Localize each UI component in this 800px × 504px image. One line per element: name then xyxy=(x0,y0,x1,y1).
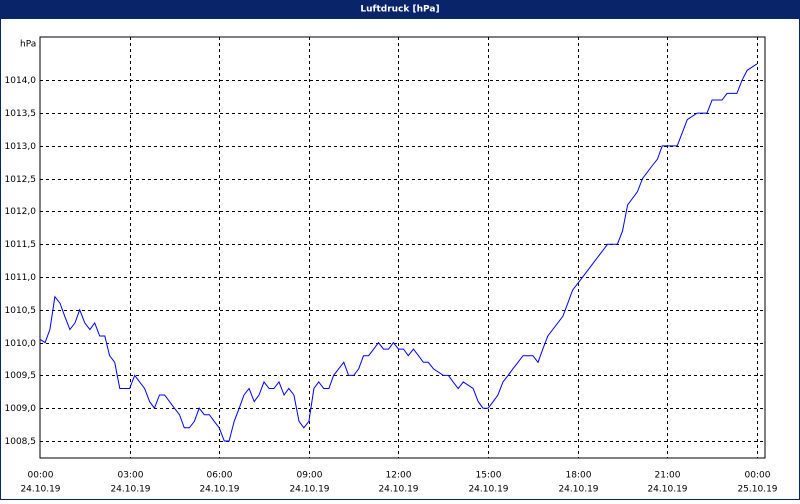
y-tick-label: 1009,5 xyxy=(5,371,37,381)
y-tick-label: 1010,0 xyxy=(5,339,37,349)
plot-area xyxy=(39,36,766,459)
x-tick-date: 24.10.19 xyxy=(199,485,239,495)
x-tick-label: 03:00 xyxy=(118,471,144,481)
x-tick-label: 09:00 xyxy=(297,471,323,481)
y-tick-label: 1008,5 xyxy=(5,437,37,447)
y-tick-label: 1011,5 xyxy=(5,240,37,250)
y-axis-label: hPa xyxy=(20,40,36,50)
x-tick-label: 06:00 xyxy=(207,471,233,481)
y-tick-label: 1014,0 xyxy=(5,76,37,86)
x-tick-date: 24.10.19 xyxy=(647,485,687,495)
y-tick-label: 1009,0 xyxy=(5,404,37,414)
y-tick-label: 1012,0 xyxy=(5,207,37,217)
x-tick-label: 12:00 xyxy=(386,471,412,481)
x-tick-date: 24.10.19 xyxy=(289,485,329,495)
x-tick-date: 24.10.19 xyxy=(378,485,418,495)
x-tick-label: 00:00 xyxy=(745,471,771,481)
y-tick-label: 1012,5 xyxy=(5,175,37,185)
x-tick-date: 24.10.19 xyxy=(468,485,508,495)
x-tick-label: 18:00 xyxy=(566,471,592,481)
x-tick-date: 24.10.19 xyxy=(110,485,150,495)
x-tick-date: 24.10.19 xyxy=(20,485,60,495)
chart-title: Luftdruck [hPa] xyxy=(360,5,439,15)
y-tick-label: 1013,5 xyxy=(5,109,37,119)
x-tick-date: 24.10.19 xyxy=(558,485,598,495)
x-tick-label: 21:00 xyxy=(655,471,681,481)
y-tick-label: 1011,0 xyxy=(5,273,37,283)
x-tick-date: 25.10.19 xyxy=(737,485,777,495)
title-bar xyxy=(0,0,800,18)
x-tick-label: 00:00 xyxy=(28,471,54,481)
pressure-line xyxy=(39,63,758,442)
y-tick-label: 1010,5 xyxy=(5,306,37,316)
x-tick-label: 15:00 xyxy=(476,471,502,481)
y-tick-label: 1013,0 xyxy=(5,142,37,152)
